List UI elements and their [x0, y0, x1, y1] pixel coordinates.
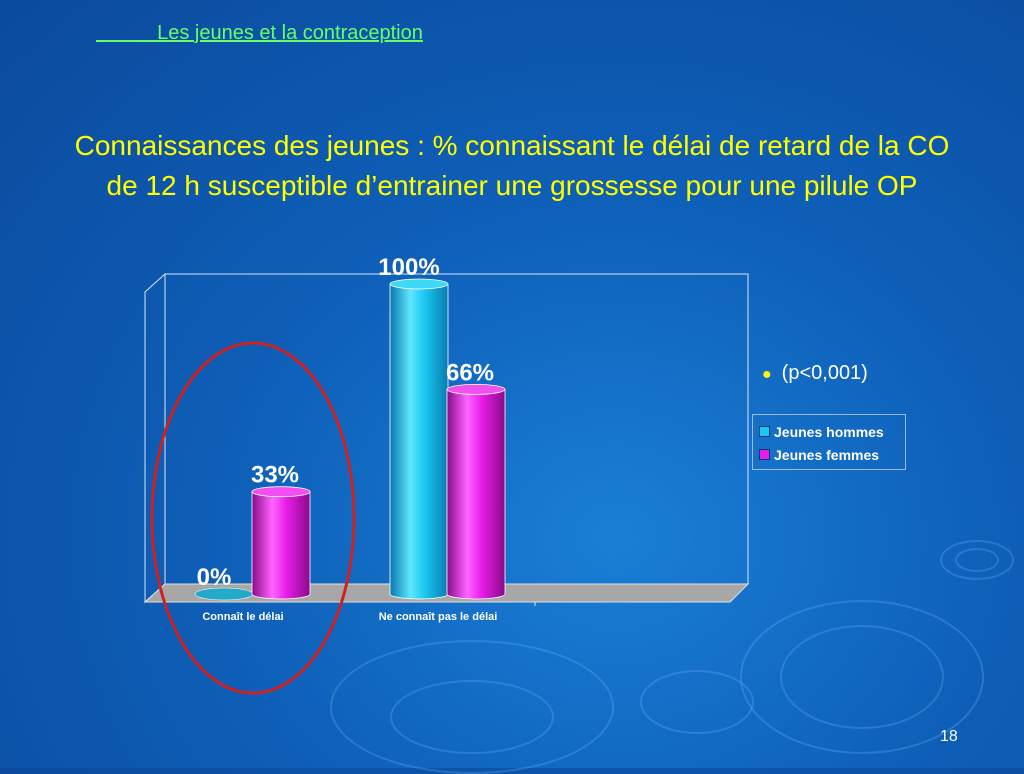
slide-title-line-2: de 12 h susceptible d’entrainer une gros…: [106, 170, 918, 201]
decorative-ripple: [780, 625, 944, 729]
decorative-ripple: [390, 680, 554, 754]
legend-item-hommes: Jeunes hommes: [759, 420, 899, 443]
significance-note: ● (p<0,001): [762, 362, 868, 385]
category-label: Connaît le délai: [202, 611, 283, 623]
decorative-ripple: [955, 548, 999, 572]
legend-label-hommes: Jeunes hommes: [774, 423, 884, 440]
legend-swatch-femmes: [759, 449, 770, 460]
data-label: 0%: [197, 564, 232, 591]
bullet-icon: ●: [762, 366, 772, 383]
legend: Jeunes hommes Jeunes femmes: [752, 414, 906, 470]
page-number: 18: [940, 728, 958, 745]
highlight-ellipse: [150, 341, 356, 695]
bar-femmes-1: [446, 383, 506, 600]
slide-title: Connaissances des jeunes : % connaissant…: [0, 126, 1024, 206]
data-label: 33%: [251, 462, 299, 489]
decorative-ripple: [640, 670, 754, 734]
p-value-text: (p<0,001): [781, 362, 868, 384]
category-label: Ne connaît pas le délai: [379, 611, 498, 623]
legend-label-femmes: Jeunes femmes: [774, 446, 880, 463]
decorative-ripple: [940, 540, 1014, 580]
bar-femmes-0: [251, 486, 311, 600]
slide-title-line-1: Connaissances des jeunes : % connaissant…: [74, 130, 950, 161]
legend-item-femmes: Jeunes femmes: [759, 443, 899, 466]
data-label: 66%: [446, 359, 494, 386]
decorative-ripple: [740, 600, 984, 754]
bar-hommes-1: [389, 278, 449, 600]
section-link[interactable]: Les jeunes et la contraception: [96, 22, 423, 44]
data-label: 100%: [378, 254, 439, 281]
legend-swatch-hommes: [759, 426, 770, 437]
